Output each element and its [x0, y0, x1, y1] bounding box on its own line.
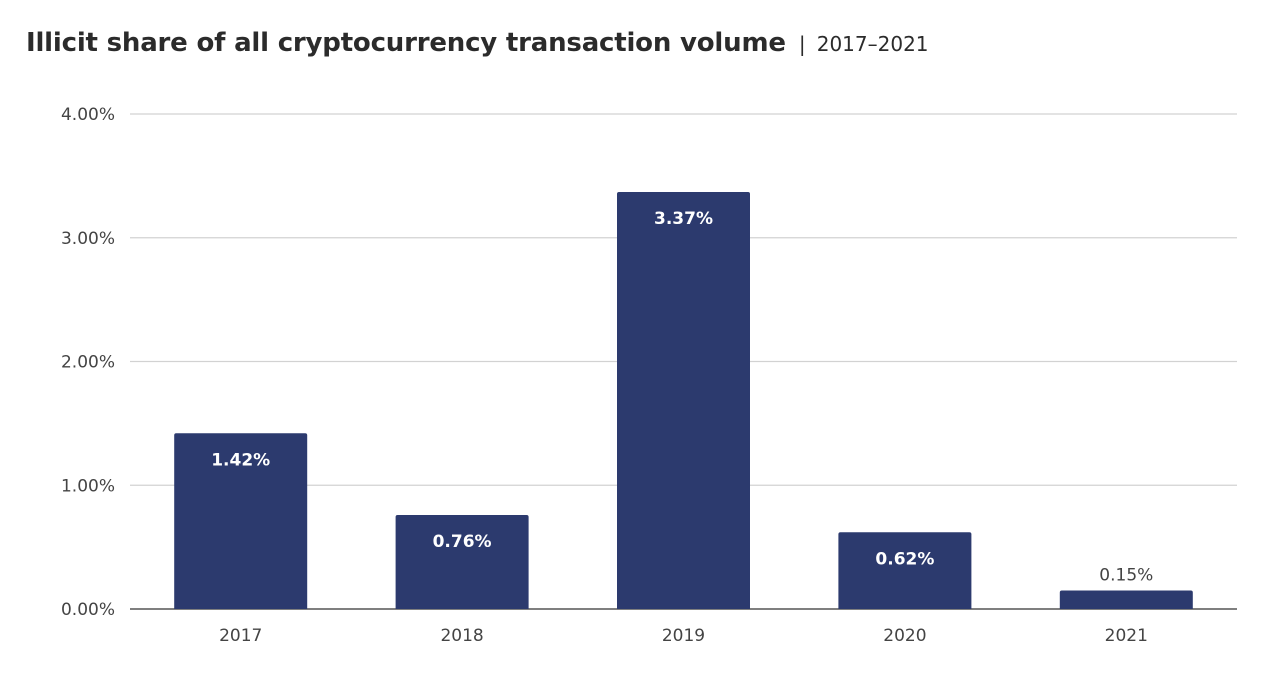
data-label-2017: 1.42% — [211, 450, 270, 470]
data-label-2019: 3.37% — [654, 209, 713, 229]
bar-data-labels: 1.42% 0.76% 3.37% 0.62% 0.15% — [211, 209, 1153, 585]
x-tick-label-2020: 2020 — [883, 626, 926, 646]
x-tick-label-2019: 2019 — [662, 626, 705, 646]
bar-2020 — [838, 532, 972, 609]
y-axis-ticks: 0.00% 1.00% 2.00% 3.00% 4.00% — [61, 105, 115, 620]
x-tick-label-2017: 2017 — [219, 626, 262, 646]
y-tick-label: 4.00% — [61, 105, 115, 125]
chart-subtitle: 2017–2021 — [816, 32, 929, 56]
bar-2018 — [395, 514, 529, 609]
y-tick-label: 2.00% — [61, 353, 115, 373]
data-label-2020: 0.62% — [875, 549, 934, 569]
x-tick-label-2018: 2018 — [440, 626, 483, 646]
chart-title-row: Illicit share of all cryptocurrency tran… — [26, 28, 929, 58]
y-tick-label: 0.00% — [61, 600, 115, 620]
chart-title: Illicit share of all cryptocurrency tran… — [26, 28, 786, 58]
y-tick-label: 3.00% — [61, 229, 115, 249]
x-tick-label-2021: 2021 — [1105, 626, 1148, 646]
bars — [174, 191, 1193, 609]
bar-2017 — [174, 433, 308, 609]
title-separator: | — [798, 32, 806, 56]
bar-2021 — [1059, 590, 1193, 609]
y-tick-label: 1.00% — [61, 476, 115, 496]
x-axis-ticks: 2017 2018 2019 2020 2021 — [219, 626, 1148, 646]
data-label-2021: 0.15% — [1099, 565, 1153, 585]
data-label-2018: 0.76% — [433, 532, 492, 552]
bar-2019 — [617, 191, 750, 609]
